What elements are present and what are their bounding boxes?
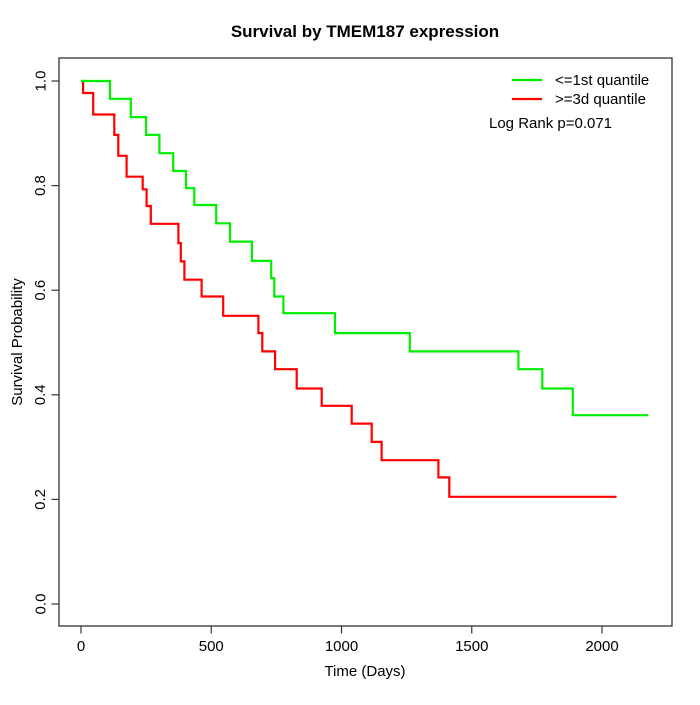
legend-label-green: <=1st quantile bbox=[555, 72, 649, 89]
y-tick-label: 0.6 bbox=[32, 280, 49, 301]
y-tick-label: 0.0 bbox=[32, 594, 49, 615]
legend-label-red: >=3d quantile bbox=[555, 91, 646, 108]
x-tick-label: 2000 bbox=[585, 638, 618, 655]
y-tick-label: 0.2 bbox=[32, 489, 49, 510]
legend: <=1st quantile >=3d quantile Log Rank p=… bbox=[489, 72, 649, 132]
x-tick-label: 1000 bbox=[325, 638, 358, 655]
x-tick-label: 0 bbox=[77, 638, 85, 655]
survival-curve-low-expression-green bbox=[81, 79, 649, 417]
y-axis-label: Survival Probability bbox=[9, 278, 26, 406]
survival-curve-high-expression-red bbox=[81, 79, 617, 498]
y-tick-label: 0.8 bbox=[32, 175, 49, 196]
x-axis-ticks: 0 500 1000 1500 2000 bbox=[77, 626, 619, 655]
y-tick-label: 0.4 bbox=[32, 384, 49, 405]
x-axis-label: Time (Days) bbox=[324, 663, 405, 680]
log-rank-annotation: Log Rank p=0.071 bbox=[489, 115, 612, 132]
y-tick-label: 1.0 bbox=[32, 71, 49, 92]
chart-title: Survival by TMEM187 expression bbox=[231, 22, 499, 41]
x-tick-label: 500 bbox=[199, 638, 224, 655]
x-tick-label: 1500 bbox=[455, 638, 488, 655]
y-axis-ticks: 0.0 0.2 0.4 0.6 0.8 1.0 bbox=[32, 71, 59, 615]
plot-box bbox=[58, 57, 673, 627]
